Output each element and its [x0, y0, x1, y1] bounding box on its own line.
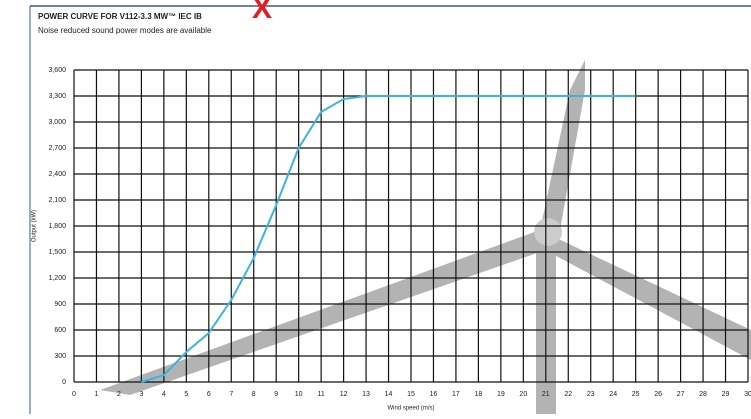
y-tick-label: 2,100: [48, 197, 66, 204]
x-tick-label: 13: [362, 391, 370, 398]
x-tick-label: 26: [654, 391, 662, 398]
page: {"chart_data": {"type": "line", "title":…: [0, 0, 751, 419]
x-tick-label: 11: [317, 391, 324, 398]
x-tick-label: 19: [497, 391, 505, 398]
chart-title: POWER CURVE FOR V112-3.3 MW™ IEC IB: [38, 12, 202, 21]
x-tick-label: 21: [542, 391, 550, 398]
x-tick-label: 25: [632, 391, 640, 398]
x-tick-label: 28: [699, 391, 707, 398]
x-tick-label: 2: [117, 391, 121, 398]
y-tick-label: 3,000: [48, 119, 66, 126]
x-tick-label: 29: [722, 391, 730, 398]
y-tick-label: 3,600: [48, 67, 66, 74]
y-axis-label: Output (kW): [32, 210, 38, 242]
y-tick-label: 1,500: [48, 249, 66, 256]
y-tick-label: 900: [54, 301, 66, 308]
y-tick-label: 300: [54, 353, 66, 360]
y-tick-label: 600: [54, 327, 66, 334]
x-tick-label: 24: [609, 391, 617, 398]
chart-subtitle: Noise reduced sound power modes are avai…: [38, 26, 212, 35]
x-tick-label: 15: [407, 391, 415, 398]
x-tick-label: 0: [72, 391, 76, 398]
y-tick-label: 3,300: [48, 93, 66, 100]
y-tick-label: 0: [62, 379, 66, 386]
y-tick-label: 1,800: [48, 223, 66, 230]
annotation: X: [252, 0, 272, 25]
x-tick-label: 6: [207, 391, 211, 398]
x-tick-label: 17: [452, 391, 460, 398]
x-tick-label: 7: [229, 391, 233, 398]
x-tick-label: 9: [274, 391, 278, 398]
chart: POWER CURVE FOR V112-3.3 MW™ IEC IB Nois…: [0, 0, 751, 414]
x-tick-label: 3: [139, 391, 143, 398]
x-tick-label: 5: [184, 391, 188, 398]
y-tick-label: 1,200: [48, 275, 66, 282]
x-tick-label: 12: [340, 391, 348, 398]
x-tick-label: 23: [587, 391, 595, 398]
y-tick-label: 2,700: [48, 145, 66, 152]
x-tick-label: 30: [744, 391, 751, 398]
x-tick-label: 4: [162, 391, 166, 398]
x-tick-label: 16: [430, 391, 438, 398]
x-tick-label: 27: [677, 391, 685, 398]
x-tick-label: 8: [252, 391, 256, 398]
x-tick-label: 18: [475, 391, 483, 398]
x-tick-label: 14: [385, 391, 393, 398]
x-axis-label: Wind speed (m/s): [387, 406, 434, 412]
y-tick-label: 2,400: [48, 171, 66, 178]
x-tick-label: 20: [519, 391, 527, 398]
x-tick-label: 22: [564, 391, 572, 398]
turbine-image: [100, 60, 751, 414]
x-tick-label: 10: [295, 391, 303, 398]
x-tick-label: 1: [95, 391, 99, 398]
